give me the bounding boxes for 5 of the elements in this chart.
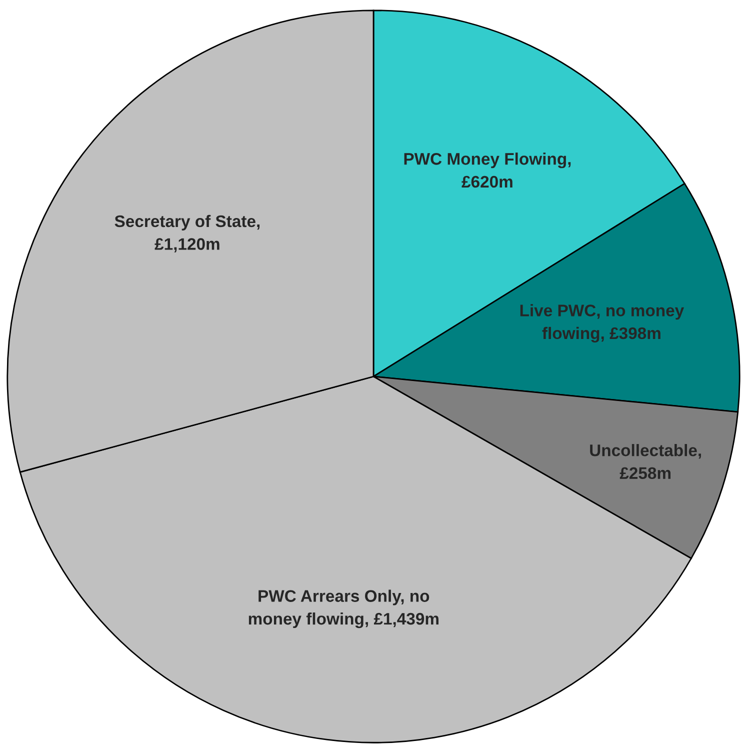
slice-label: PWC Arrears Only, no money flowing, £1,439m bbox=[248, 590, 438, 628]
slice-label: Live PWC, no money flowing, £398m bbox=[520, 304, 684, 343]
slice-label: Secretary of State, £1,120m bbox=[114, 214, 260, 252]
slice-label: Uncollectable, £258m bbox=[590, 444, 701, 480]
slice-label: PWC Money Flowing, £620m bbox=[404, 152, 571, 188]
